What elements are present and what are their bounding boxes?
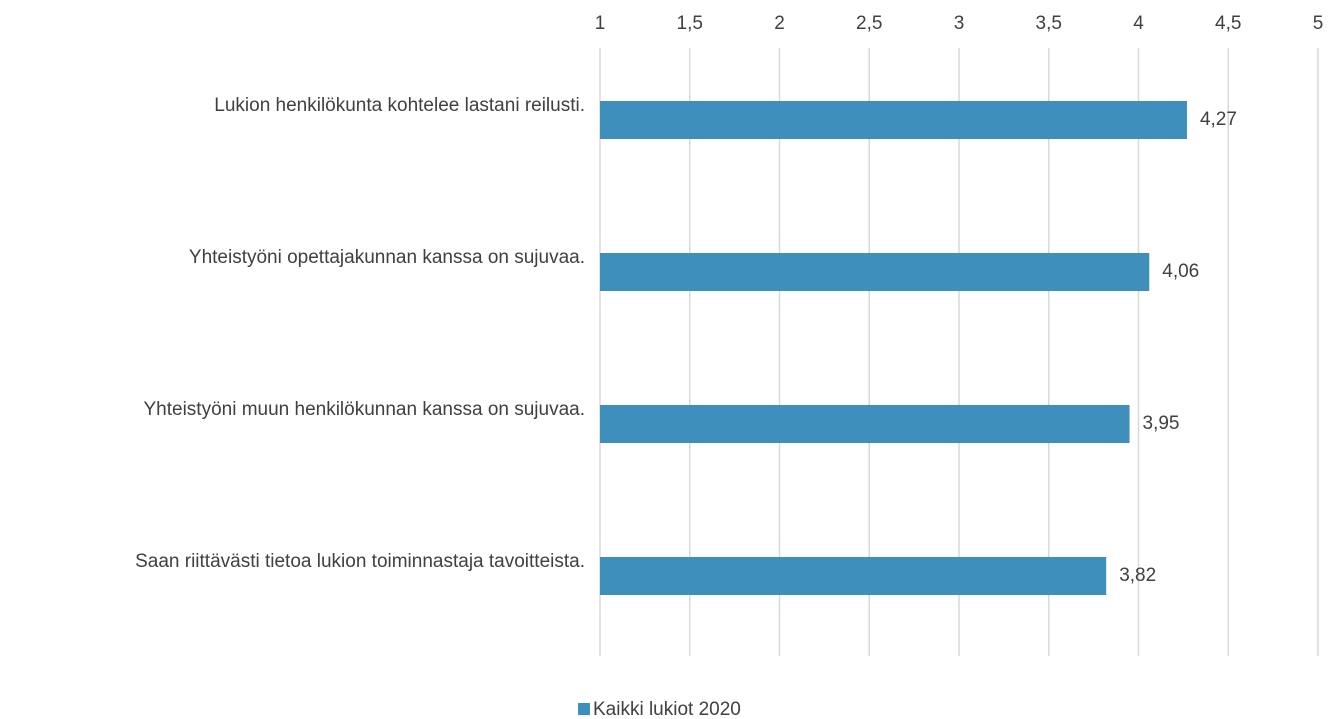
data-label: 4,27: [1200, 109, 1237, 130]
x-tick-label: 4: [1133, 13, 1144, 34]
x-tick-label: 3: [954, 13, 965, 34]
bar: [600, 253, 1150, 291]
data-label: 3,95: [1143, 413, 1180, 434]
legend-swatch: [578, 703, 590, 715]
x-tick-label: 2: [774, 13, 785, 34]
legend-label: Kaikki lukiot 2020: [593, 699, 741, 719]
bar: [600, 101, 1187, 139]
x-tick-label: 1,5: [677, 13, 703, 34]
category-label: Yhteistyöni opettajakunnan kanssa on suj…: [189, 247, 585, 268]
x-tick-label: 3,5: [1036, 13, 1062, 34]
x-tick-label: 1: [595, 13, 606, 34]
x-tick-label: 4,5: [1215, 13, 1241, 34]
data-label: 4,06: [1162, 261, 1199, 282]
category-label: Lukion henkilökunta kohtelee lastani rei…: [214, 95, 585, 116]
x-tick-label: 2,5: [856, 13, 882, 34]
data-label: 3,82: [1119, 565, 1156, 586]
category-label: Yhteistyöni muun henkilökunnan kanssa on…: [143, 399, 585, 420]
category-label: Saan riittävästi tietoa lukion toiminnas…: [135, 551, 585, 572]
bar: [600, 557, 1107, 595]
bar: [600, 405, 1130, 443]
x-tick-label: 5: [1313, 13, 1324, 34]
